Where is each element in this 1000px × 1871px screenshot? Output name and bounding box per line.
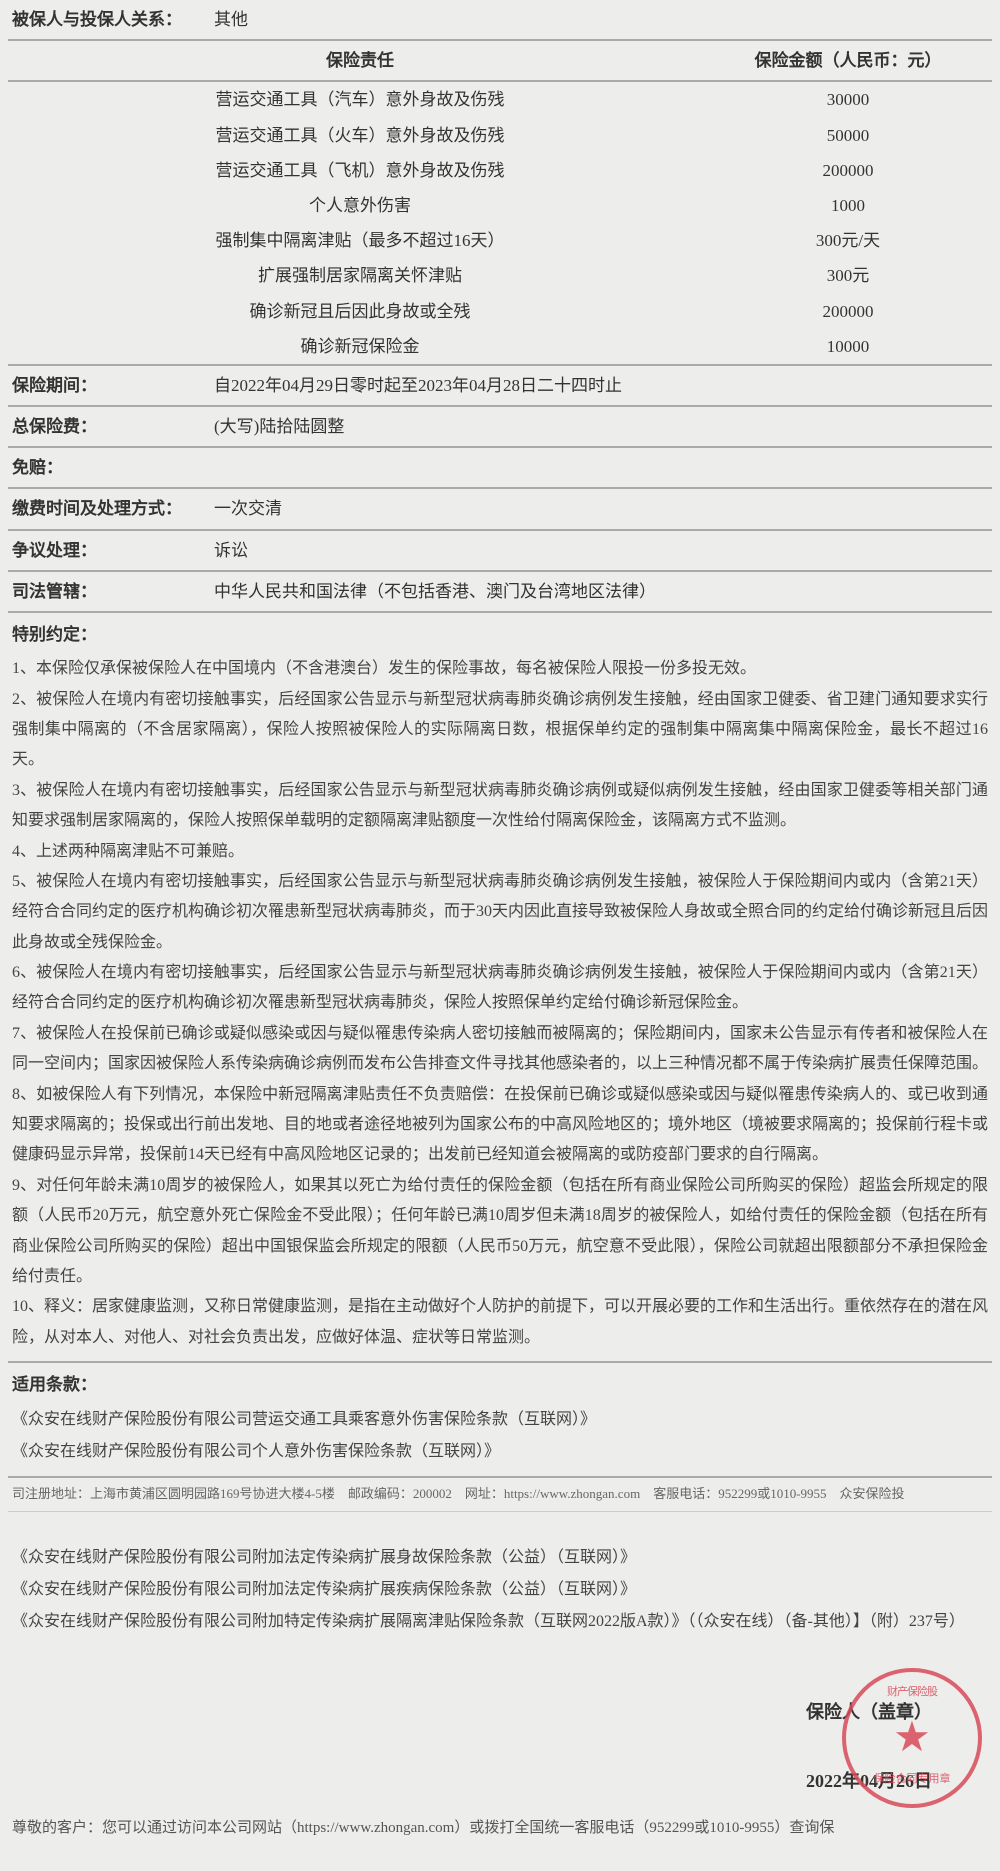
period-row: 保险期间： 自2022年04月29日零时起至2023年04月28日二十四时止 <box>8 366 992 407</box>
coverage-item-amount: 30000 <box>708 86 988 113</box>
coverage-item-name: 确诊新冠且后因此身故或全残 <box>12 298 708 325</box>
payment-value: 一次交清 <box>202 495 988 522</box>
coverage-item-name: 确诊新冠保险金 <box>12 333 708 360</box>
relationship-label: 被保人与投保人关系： <box>12 6 202 33</box>
company-seal: 财产保险股 ★ 保险合同专用章 <box>842 1668 982 1808</box>
coverage-item-amount: 300元/天 <box>708 227 988 254</box>
coverage-item-name: 营运交通工具（火车）意外身故及伤残 <box>12 122 708 149</box>
dispute-label: 争议处理： <box>12 537 202 564</box>
relationship-row: 被保人与投保人关系： 其他 <box>8 0 992 41</box>
premium-row: 总保险费： (大写)陆拾陆圆整 <box>8 407 992 448</box>
jurisdiction-row: 司法管辖： 中华人民共和国法律（不包括香港、澳门及台湾地区法律） <box>8 572 992 613</box>
seal-text-top: 财产保险股 <box>887 1684 937 1702</box>
signature-date: 2022年04月26日 <box>8 1767 932 1796</box>
coverage-table-body: 营运交通工具（汽车）意外身故及伤残30000营运交通工具（火车）意外身故及伤残5… <box>8 82 992 366</box>
jurisdiction-value: 中华人民共和国法律（不包括香港、澳门及台湾地区法律） <box>202 578 988 605</box>
premium-label: 总保险费： <box>12 413 202 440</box>
special-term-item: 6、被保险人在境内有密切接触事实，后经国家公告显示与新型冠状病毒肺炎确诊病例发生… <box>12 958 988 1019</box>
coverage-header-liability: 保险责任 <box>12 47 708 74</box>
jurisdiction-label: 司法管辖： <box>12 578 202 605</box>
coverage-item-name: 强制集中隔离津贴（最多不超过16天） <box>12 227 708 254</box>
coverage-header-amount: 保险金额（人民币：元） <box>708 47 988 74</box>
dispute-row: 争议处理： 诉讼 <box>8 531 992 572</box>
company-footer: 司注册地址：上海市黄浦区圆明园路169号协进大楼4-5楼 邮政编码：200002… <box>8 1478 992 1512</box>
special-terms-title: 特别约定： <box>12 621 988 648</box>
signature-block: 保险人（盖章） 2022年04月26日 财产保险股 ★ 保险合同专用章 <box>8 1698 992 1796</box>
coverage-item-amount: 1000 <box>708 192 988 219</box>
deductible-label: 免赔： <box>12 458 63 477</box>
coverage-item-amount: 10000 <box>708 333 988 360</box>
coverage-row: 确诊新冠保险金10000 <box>8 329 992 364</box>
coverage-item-name: 个人意外伤害 <box>12 192 708 219</box>
coverage-row: 强制集中隔离津贴（最多不超过16天）300元/天 <box>8 223 992 258</box>
coverage-item-amount: 300元 <box>708 262 988 289</box>
special-terms-block: 特别约定： 1、本保险仅承保被保险人在中国境内（不含港澳台）发生的保险事故，每名… <box>8 613 992 1363</box>
period-label: 保险期间： <box>12 372 202 399</box>
period-value: 自2022年04月29日零时起至2023年04月28日二十四时止 <box>202 372 988 399</box>
special-term-item: 3、被保险人在境内有密切接触事实，后经国家公告显示与新型冠状病毒肺炎确诊病例或疑… <box>12 776 988 837</box>
insurance-document: 被保人与投保人关系： 其他 保险责任 保险金额（人民币：元） 营运交通工具（汽车… <box>0 0 1000 1871</box>
coverage-row: 个人意外伤害1000 <box>8 188 992 223</box>
coverage-row: 营运交通工具（汽车）意外身故及伤残30000 <box>8 82 992 117</box>
addendum-clause-item: 《众安在线财产保险股份有限公司附加特定传染病扩展隔离津贴保险条款（互联网2022… <box>12 1606 988 1638</box>
addendum-clause-item: 《众安在线财产保险股份有限公司附加法定传染病扩展身故保险条款（公益）（互联网）》 <box>12 1542 988 1574</box>
dispute-value: 诉讼 <box>202 537 988 564</box>
payment-label: 缴费时间及处理方式： <box>12 495 202 522</box>
special-term-item: 10、释义：居家健康监测，又称日常健康监测，是指在主动做好个人防护的前提下，可以… <box>12 1292 988 1353</box>
applicable-clauses-list: 《众安在线财产保险股份有限公司营运交通工具乘客意外伤害保险条款（互联网）》《众安… <box>12 1404 988 1468</box>
coverage-item-amount: 50000 <box>708 122 988 149</box>
coverage-row: 营运交通工具（飞机）意外身故及伤残200000 <box>8 153 992 188</box>
applicable-title: 适用条款： <box>12 1371 988 1398</box>
addendum-clause-item: 《众安在线财产保险股份有限公司附加法定传染病扩展疾病保险条款（公益）（互联网）》 <box>12 1574 988 1606</box>
coverage-item-name: 营运交通工具（汽车）意外身故及伤残 <box>12 86 708 113</box>
bottom-customer-note: 尊敬的客户：您可以通过访问本公司网站（https://www.zhongan.c… <box>8 1796 992 1852</box>
coverage-item-amount: 200000 <box>708 157 988 184</box>
coverage-row: 营运交通工具（火车）意外身故及伤残50000 <box>8 118 992 153</box>
deductible-row: 免赔： <box>8 448 992 489</box>
payment-row: 缴费时间及处理方式： 一次交清 <box>8 489 992 530</box>
insurer-seal-label: 保险人（盖章） <box>8 1698 932 1727</box>
special-term-item: 5、被保险人在境内有密切接触事实，后经国家公告显示与新型冠状病毒肺炎确诊病例发生… <box>12 867 988 958</box>
special-term-item: 4、上述两种隔离津贴不可兼赔。 <box>12 837 988 867</box>
addendum-block: 《众安在线财产保险股份有限公司附加法定传染病扩展身故保险条款（公益）（互联网）》… <box>8 1512 992 1648</box>
special-terms-list: 1、本保险仅承保被保险人在中国境内（不含港澳台）发生的保险事故，每名被保险人限投… <box>12 654 988 1353</box>
coverage-row: 扩展强制居家隔离关怀津贴300元 <box>8 258 992 293</box>
special-term-item: 1、本保险仅承保被保险人在中国境内（不含港澳台）发生的保险事故，每名被保险人限投… <box>12 654 988 684</box>
premium-value: (大写)陆拾陆圆整 <box>202 413 988 440</box>
special-term-item: 8、如被保险人有下列情况，本保险中新冠隔离津贴责任不负责赔偿：在投保前已确诊或疑… <box>12 1080 988 1171</box>
seal-text-bottom: 保险合同专用章 <box>874 1771 951 1789</box>
special-term-item: 7、被保险人在投保前已确诊或疑似感染或因与疑似罹患传染病人密切接触而被隔离的；保… <box>12 1019 988 1080</box>
seal-star-icon: ★ <box>893 1705 931 1772</box>
coverage-item-name: 扩展强制居家隔离关怀津贴 <box>12 262 708 289</box>
special-term-item: 2、被保险人在境内有密切接触事实，后经国家公告显示与新型冠状病毒肺炎确诊病例发生… <box>12 685 988 776</box>
coverage-header: 保险责任 保险金额（人民币：元） <box>8 41 992 82</box>
applicable-clause-item: 《众安在线财产保险股份有限公司个人意外伤害保险条款（互联网）》 <box>12 1436 988 1468</box>
coverage-row: 确诊新冠且后因此身故或全残200000 <box>8 294 992 329</box>
applicable-clauses-block: 适用条款： 《众安在线财产保险股份有限公司营运交通工具乘客意外伤害保险条款（互联… <box>8 1363 992 1478</box>
special-term-item: 9、对任何年龄未满10周岁的被保险人，如果其以死亡为给付责任的保险金额（包括在所… <box>12 1171 988 1293</box>
addendum-clauses-list: 《众安在线财产保险股份有限公司附加法定传染病扩展身故保险条款（公益）（互联网）》… <box>12 1542 988 1638</box>
applicable-clause-item: 《众安在线财产保险股份有限公司营运交通工具乘客意外伤害保险条款（互联网）》 <box>12 1404 988 1436</box>
coverage-item-name: 营运交通工具（飞机）意外身故及伤残 <box>12 157 708 184</box>
relationship-value: 其他 <box>202 6 988 33</box>
coverage-item-amount: 200000 <box>708 298 988 325</box>
